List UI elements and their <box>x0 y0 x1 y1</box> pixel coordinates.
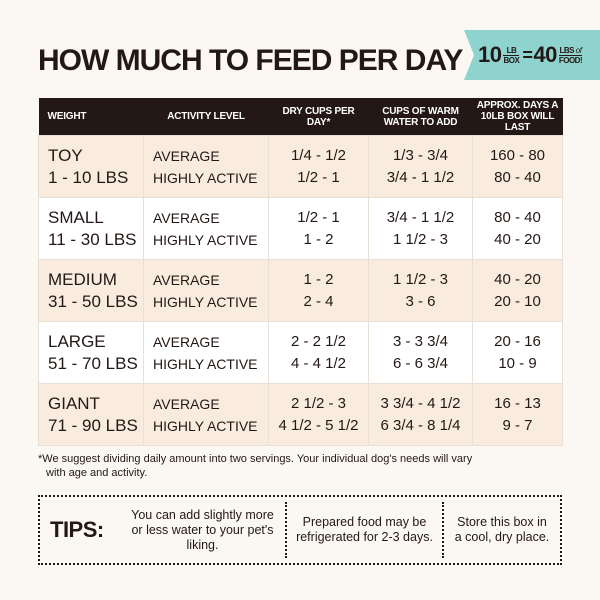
tip-refrigerate: Prepared food may be refrigerated for 2-… <box>296 515 433 544</box>
banner-equals: = <box>522 44 533 65</box>
table-row: LARGE 51 - 70 LBS AVERAGE HIGHLY ACTIVE 2 - … <box>38 321 563 384</box>
weight-cell: TOY 1 - 10 LBS <box>38 135 144 198</box>
tips-box: TIPS: You can add slightly more or less … <box>38 495 562 565</box>
activity-cell: AVERAGE HIGHLY ACTIVE <box>143 135 269 198</box>
days-cell: 160 - 80 80 - 40 <box>472 135 563 198</box>
days-cell: 80 - 40 40 - 20 <box>472 197 563 260</box>
days-cell: 40 - 20 20 - 10 <box>472 259 563 322</box>
column-header: APPROX. DAYS A 10LB BOX WILL LAST <box>472 98 563 136</box>
table-row: SMALL 11 - 30 LBS AVERAGE HIGHLY ACTIVE 1/2 … <box>38 197 563 260</box>
water-cups-cell: 3 3/4 - 4 1/2 6 3/4 - 8 1/4 <box>368 383 473 446</box>
days-cell: 20 - 16 10 - 9 <box>472 321 563 384</box>
footnote: *We suggest dividing daily amount into t… <box>38 453 473 479</box>
column-header: CUPS OF WARM WATER TO ADD <box>368 98 473 136</box>
dry-cups-cell: 1/4 - 1/2 1/2 - 1 <box>268 135 369 198</box>
days-cell: 16 - 13 9 - 7 <box>472 383 563 446</box>
water-cups-cell: 3 - 3 3/4 6 - 6 3/4 <box>368 321 473 384</box>
banner-right-number: 40 <box>533 42 557 67</box>
tips-heading: TIPS: <box>50 517 104 542</box>
weight-cell: SMALL 11 - 30 LBS <box>38 197 144 260</box>
water-cups-cell: 1/3 - 3/4 3/4 - 1 1/2 <box>368 135 473 198</box>
table-row: GIANT 71 - 90 LBS AVERAGE HIGHLY ACTIVE 2 1/… <box>38 383 563 446</box>
activity-cell: AVERAGE HIGHLY ACTIVE <box>143 321 269 384</box>
column-header: WEIGHT <box>38 98 144 136</box>
tip-water: You can add slightly more or less water … <box>131 507 274 552</box>
activity-cell: AVERAGE HIGHLY ACTIVE <box>143 383 269 446</box>
banner-right-unit: LBS of FOOD! <box>558 45 583 65</box>
water-cups-cell: 3/4 - 1 1/2 1 1/2 - 3 <box>368 197 473 260</box>
table-row: MEDIUM 31 - 50 LBS AVERAGE HIGHLY ACTIVE 1 -… <box>38 259 563 322</box>
page-title: HOW MUCH TO FEED PER DAY <box>38 44 463 77</box>
feeding-table: WEIGHT ACTIVITY LEVEL DRY CUPS PER DAY* CUP… <box>38 98 563 446</box>
weight-cell: MEDIUM 31 - 50 LBS <box>38 259 144 322</box>
divider <box>442 502 444 558</box>
box-yield-banner: 10 LB BOX = 40 LBS of FOOD! <box>464 30 600 80</box>
banner-left-number: 10 <box>478 42 502 67</box>
activity-cell: AVERAGE HIGHLY ACTIVE <box>143 259 269 322</box>
tip-storage: Store this box in a cool, dry place. <box>454 515 550 544</box>
weight-cell: LARGE 51 - 70 LBS <box>38 321 144 384</box>
banner-left-unit: LB BOX <box>503 45 520 65</box>
column-header: DRY CUPS PER DAY* <box>268 98 369 136</box>
divider <box>285 502 287 558</box>
dry-cups-cell: 2 - 2 1/2 4 - 4 1/2 <box>268 321 369 384</box>
column-header: ACTIVITY LEVEL <box>143 98 269 136</box>
activity-cell: AVERAGE HIGHLY ACTIVE <box>143 197 269 260</box>
weight-cell: GIANT 71 - 90 LBS <box>38 383 144 446</box>
table-row: TOY 1 - 10 LBS AVERAGE HIGHLY ACTIVE 1/4 - 1… <box>38 135 563 198</box>
